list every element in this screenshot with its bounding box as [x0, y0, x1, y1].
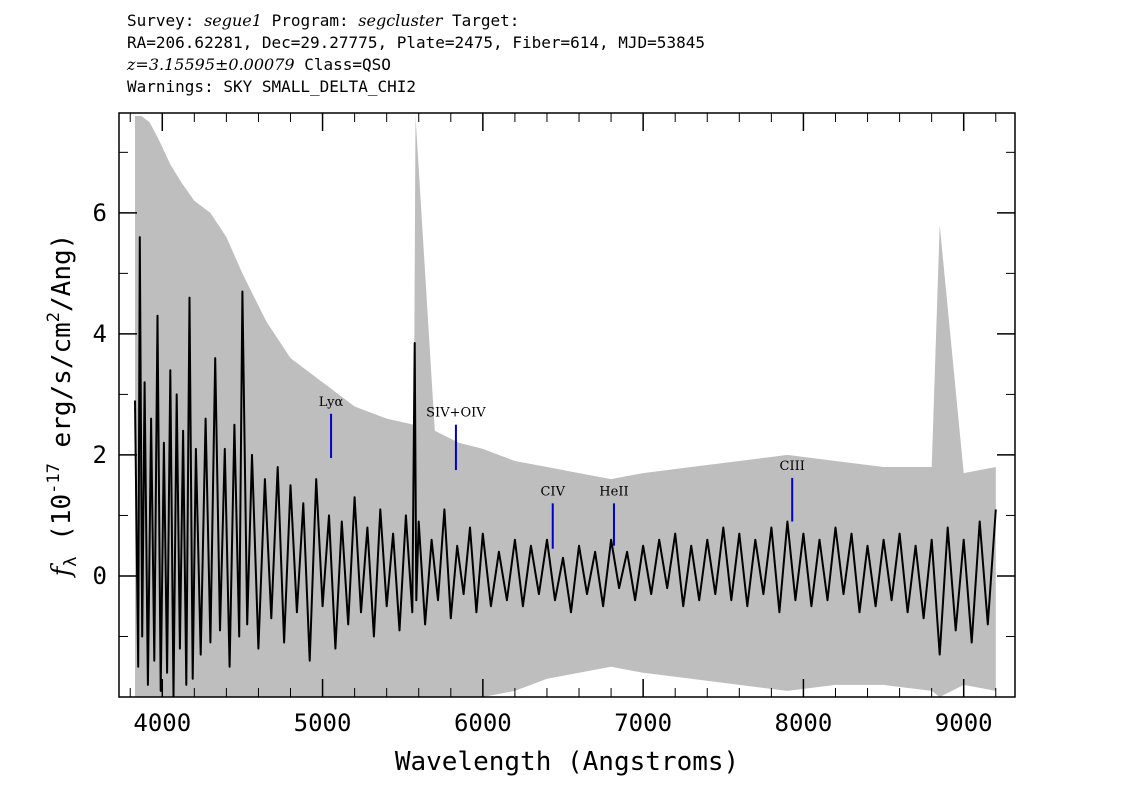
- x-tick-label: 6000: [454, 709, 512, 737]
- emission-line-label: CIV: [540, 484, 565, 499]
- redshift-value: z=3.15595±0.00079: [127, 55, 295, 74]
- x-tick-label: 9000: [935, 709, 993, 737]
- x-axis-title: Wavelength (Angstroms): [395, 747, 739, 777]
- warnings-line: Warnings: SKY SMALL_DELTA_CHI2: [127, 77, 416, 96]
- survey-line: Survey: segue1 Program: segcluster Targe…: [127, 10, 705, 32]
- plot-frame: [118, 112, 1016, 698]
- target-label: Target:: [452, 11, 520, 30]
- x-tick-label: 8000: [775, 709, 833, 737]
- emission-line-label: HeII: [599, 484, 628, 499]
- spectrum-header: Survey: segue1 Program: segcluster Targe…: [127, 10, 705, 98]
- emission-line-label: Lyα: [319, 395, 344, 410]
- y-tick-label: 0: [93, 562, 107, 590]
- y-tick-label: 2: [93, 441, 107, 469]
- program-label: Program:: [271, 11, 349, 30]
- emission-line-label: CIII: [780, 459, 805, 474]
- redshift-line: z=3.15595±0.00079 Class=QSO: [127, 54, 705, 76]
- program-value: segcluster: [358, 11, 443, 30]
- error-band: [135, 116, 996, 697]
- flux-line: [134, 236, 997, 697]
- x-tick-label: 4000: [133, 709, 191, 737]
- x-tick-label: 7000: [614, 709, 672, 737]
- survey-value: segue1: [204, 11, 262, 30]
- y-tick-label: 4: [93, 320, 107, 348]
- coordinates-line: RA=206.62281, Dec=29.27775, Plate=2475, …: [127, 33, 705, 52]
- class-value: Class=QSO: [304, 55, 391, 74]
- emission-line-label: SIV+OIV: [426, 406, 486, 421]
- x-tick-label: 5000: [294, 709, 352, 737]
- y-tick-label: 6: [93, 199, 107, 227]
- survey-label: Survey:: [127, 11, 195, 30]
- y-axis-title: fλ (10-17 erg/s/cm2/Ang): [44, 234, 81, 579]
